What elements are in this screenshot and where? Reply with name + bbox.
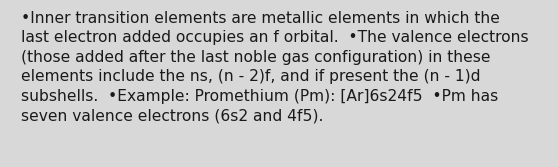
Text: •Inner transition elements are metallic elements in which the
last electron adde: •Inner transition elements are metallic …	[21, 11, 528, 123]
